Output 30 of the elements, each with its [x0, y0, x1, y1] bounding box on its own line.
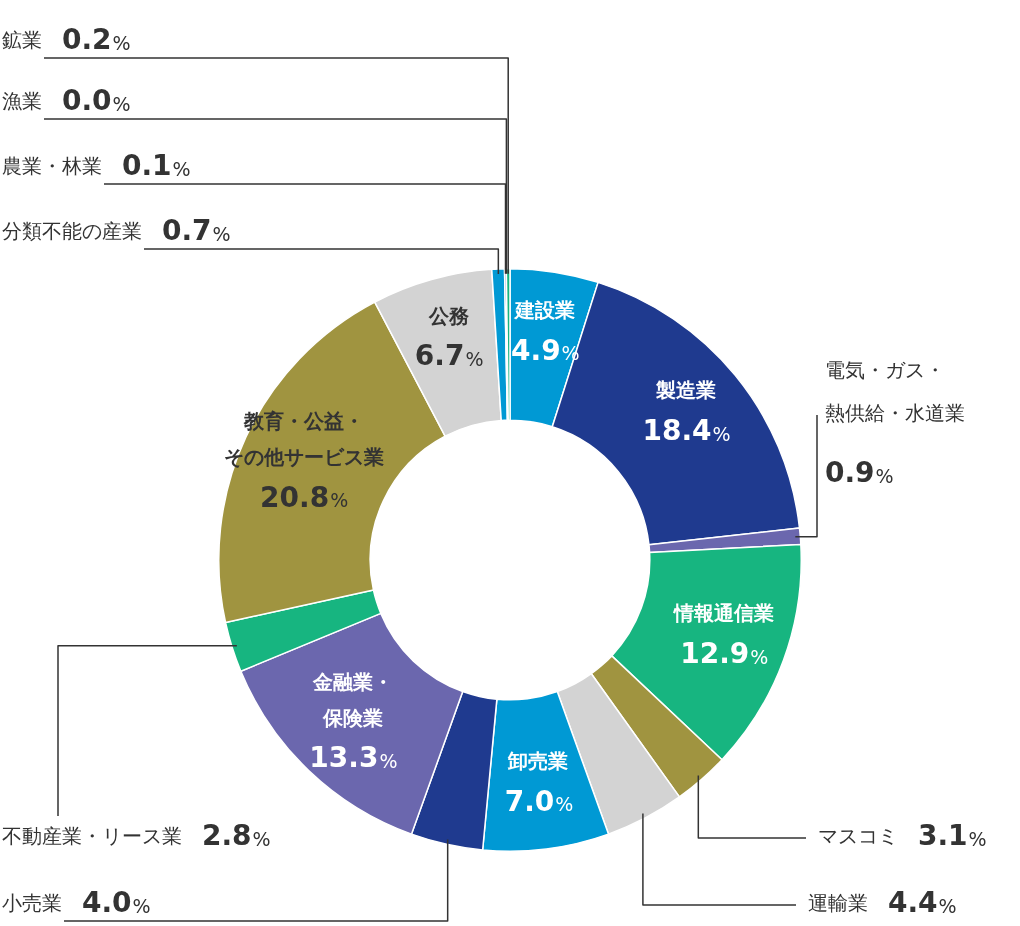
- data-label: 7.0%: [504, 784, 574, 818]
- data-label: 0.7%: [162, 214, 231, 248]
- data-label: 6.7%: [414, 339, 484, 373]
- data-label: 18.4%: [642, 414, 731, 448]
- slice-label: 公務: [427, 303, 469, 328]
- slice-label: 建設業: [512, 297, 575, 322]
- data-label: 4.0%: [82, 886, 151, 920]
- slice-label: マスコミ: [818, 824, 898, 849]
- slice-label: 金融業・保険業: [311, 669, 393, 730]
- slice-label: 農業・林業: [2, 154, 102, 179]
- text: 0.0%: [62, 84, 131, 118]
- slice-label: 情報通信業: [671, 601, 774, 626]
- data-label: 4.4%: [888, 886, 957, 920]
- slice-label: 電気・ガス・熱供給・水道業: [825, 358, 965, 426]
- slice-label: 不動産業・リース業: [2, 824, 182, 849]
- slice-label: 卸売業: [507, 748, 569, 773]
- category-label: 漁業: [2, 89, 42, 114]
- data-label: 2.8%: [202, 819, 271, 853]
- data-label: 13.3%: [309, 741, 398, 775]
- data-label: 0.2%: [62, 23, 131, 57]
- slice-label: 分類不能の産業: [2, 219, 142, 244]
- slice-label: 小売業: [2, 891, 62, 916]
- data-label: 0.1%: [122, 149, 191, 183]
- data-label: 12.9%: [680, 636, 769, 670]
- data-label: 3.1%: [918, 819, 987, 853]
- slice-label: 製造業: [655, 378, 717, 403]
- data-label: 0.9%: [825, 456, 894, 490]
- data-label: 20.8%: [260, 480, 349, 514]
- slice-label: 鉱業: [2, 28, 42, 53]
- slice-label: 運輸業: [808, 891, 868, 916]
